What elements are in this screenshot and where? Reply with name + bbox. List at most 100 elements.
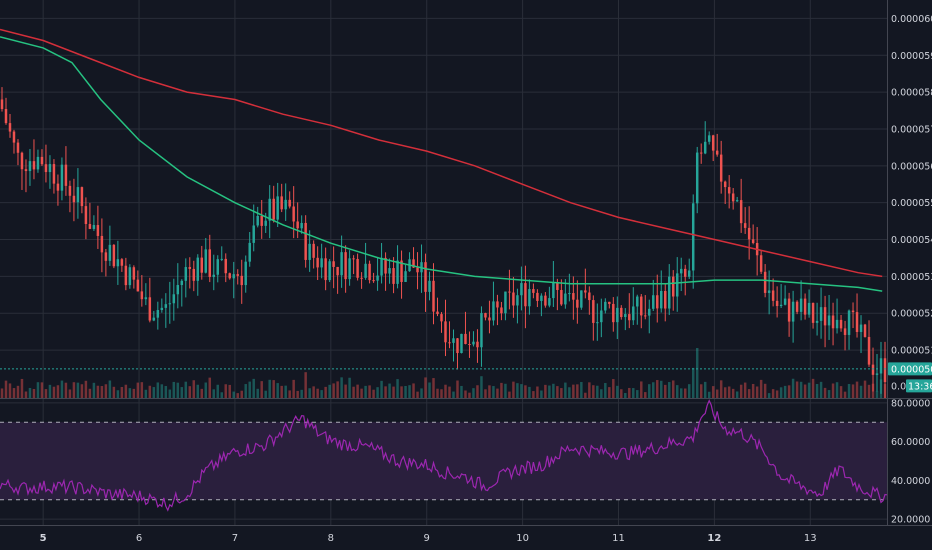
volume-bar — [44, 389, 48, 398]
volume-bar — [620, 389, 623, 398]
candle-body — [632, 306, 635, 321]
volume-bar — [68, 389, 72, 398]
volume-bar — [460, 385, 463, 398]
candle-body — [668, 276, 671, 309]
volume-bar — [376, 387, 379, 398]
volume-bar — [140, 382, 144, 398]
volume-bar — [616, 385, 619, 398]
rsi-line — [0, 399, 888, 512]
candle-body — [360, 277, 363, 279]
volume-bar — [859, 385, 863, 398]
candles[interactable] — [0, 87, 887, 399]
volume-bar — [715, 389, 719, 398]
candle-body — [580, 290, 583, 308]
volume-bar — [208, 377, 212, 398]
candle-body — [276, 196, 279, 220]
candle-body — [204, 249, 208, 273]
candle-body — [843, 328, 847, 335]
volume-bar — [564, 382, 567, 398]
candle-body — [500, 307, 503, 314]
volume-bar — [372, 389, 375, 398]
candle-body — [364, 263, 367, 278]
time-tick-label: 11 — [612, 533, 625, 544]
rsi-axis[interactable]: 80.0000 60.0000 40.0000 20.0000 — [891, 398, 930, 525]
volume-bar — [136, 382, 140, 398]
candle-body — [664, 290, 667, 309]
volume-bar — [440, 389, 443, 398]
candle-body — [100, 235, 104, 253]
candle-body — [791, 301, 795, 322]
candle-body — [464, 333, 467, 345]
candle-body — [252, 225, 255, 243]
candle-body — [875, 373, 879, 375]
candle-body — [136, 279, 140, 292]
candle-body — [328, 261, 331, 281]
candle-body — [72, 195, 76, 203]
volume-bar — [224, 384, 227, 398]
candle-body — [336, 266, 339, 276]
volume-bar — [72, 382, 76, 398]
volume-bar — [707, 391, 711, 398]
candle-body — [815, 320, 819, 323]
volume-bar — [727, 386, 731, 398]
candle-body — [332, 261, 335, 267]
candle-body — [675, 273, 679, 297]
volume-bar — [256, 388, 259, 398]
price-tick-label: 0.00005800 — [891, 88, 932, 99]
candle-body — [300, 222, 303, 229]
volume-bar — [807, 382, 811, 398]
volume-bar — [8, 383, 12, 398]
volume-bar — [184, 381, 188, 398]
volume-bar — [220, 392, 223, 398]
volume-bar — [540, 390, 543, 398]
price-tick-label: 0.00005600 — [891, 161, 932, 172]
volume-bar — [76, 382, 80, 398]
volume-bar — [596, 385, 599, 398]
price-axis[interactable]: 0.00006000 0.00005900 0.00005800 0.00005700… — [891, 14, 932, 357]
volume-bar — [248, 381, 251, 398]
volume-bar — [847, 383, 851, 398]
volume-bar — [831, 383, 835, 398]
volume-bar — [508, 391, 511, 398]
volume-bar — [819, 381, 823, 398]
candle-body — [512, 292, 515, 306]
volume-bar — [644, 392, 647, 398]
volume-bar — [204, 382, 208, 398]
volume-bar — [168, 389, 172, 398]
volume-bar — [608, 387, 611, 398]
candle-body — [320, 258, 323, 268]
candle-body — [68, 185, 72, 196]
volume-bar — [504, 383, 507, 398]
candle-body — [108, 244, 112, 261]
candle-body — [368, 263, 371, 281]
volume-bar — [364, 385, 367, 398]
candle-body — [12, 131, 16, 143]
volume-bar — [340, 377, 343, 398]
volume-bar — [264, 390, 267, 398]
candle-body — [592, 300, 595, 323]
candle-body — [775, 300, 779, 307]
candle-body — [620, 307, 623, 318]
candle-body — [759, 255, 763, 272]
time-axis[interactable]: 5 6 7 8 9 10 11 12 13 — [40, 533, 817, 544]
candle-body — [232, 274, 235, 279]
candle-body — [28, 161, 32, 172]
volume-bar — [492, 386, 495, 398]
candle-body — [863, 324, 867, 337]
time-tick-label: 13 — [804, 533, 817, 544]
volume-bar — [668, 382, 671, 398]
volume-bar — [24, 391, 28, 398]
volume-bar — [823, 387, 827, 398]
candle-body — [719, 154, 723, 182]
candle-body — [116, 259, 120, 267]
volume-bar — [520, 384, 523, 398]
candle-body — [520, 283, 523, 296]
rsi-band — [0, 422, 887, 500]
candle-body — [272, 198, 275, 220]
candle-body — [228, 273, 231, 279]
candle-body — [687, 270, 691, 277]
candle-body — [292, 206, 295, 222]
candle-body — [376, 275, 379, 281]
candle-body — [132, 267, 136, 280]
